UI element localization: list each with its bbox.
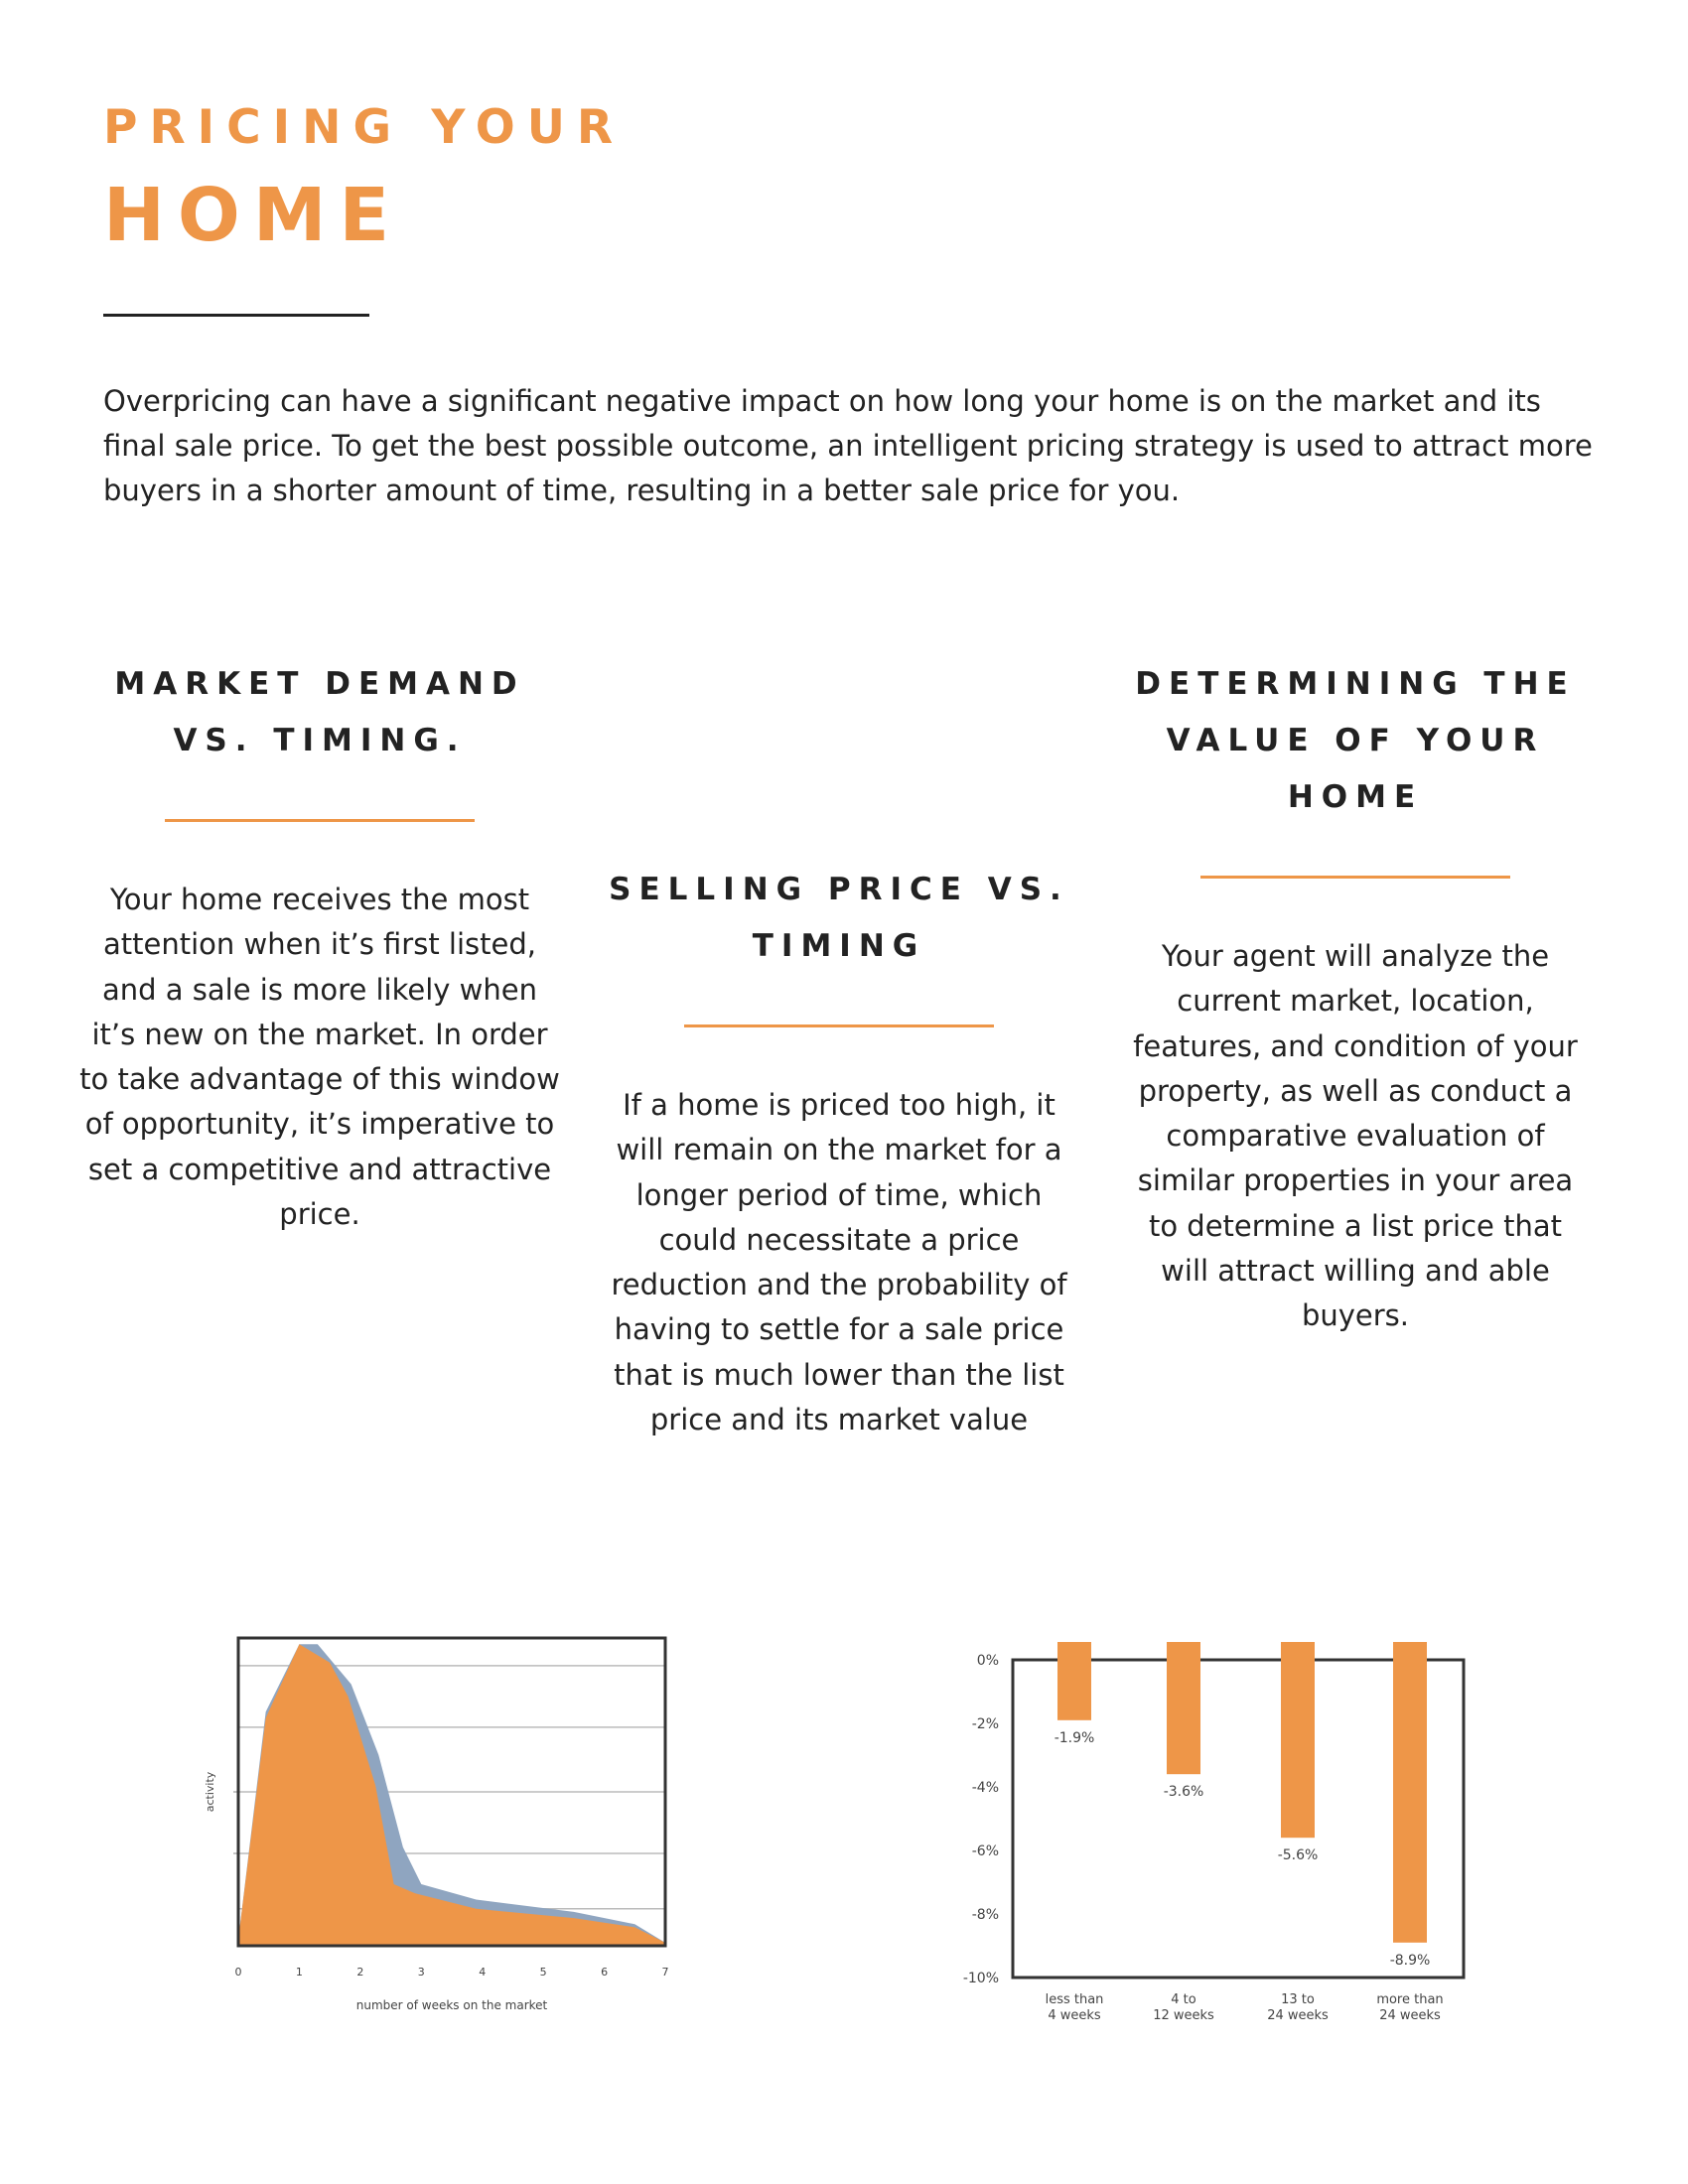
selling-price-section: SELLING PRICE VS. TIMING If a home is pr… xyxy=(596,862,1082,1442)
y-tick-label: -6% xyxy=(972,1843,999,1859)
price-reduction-chart: 0% -2% -4% -6% -8% -10% -1.9% less than 4 weeks -… xyxy=(943,1628,1479,2055)
bar xyxy=(1393,1642,1427,1943)
x-tick-label: 13 to 24 weeks xyxy=(1267,1992,1329,2023)
determining-value-text: Your agent will analyze the current mark… xyxy=(1133,939,1578,1333)
plot-frame xyxy=(1011,1658,1466,1979)
x-tick-label: 3 xyxy=(418,1966,425,1979)
title-divider xyxy=(103,314,369,317)
x-tick-label: less than 4 weeks xyxy=(1046,1992,1104,2023)
x-tick-label: 4 to 12 weeks xyxy=(1153,1992,1214,2023)
price-reduction-chart-svg: 0% -2% -4% -6% -8% -10% -1.9% less than 4 weeks -… xyxy=(963,1642,1466,2023)
y-axis-label: activity xyxy=(204,1771,216,1812)
bar-value-label: -5.6% xyxy=(1278,1847,1319,1863)
plot-frame xyxy=(236,1636,667,1948)
bar xyxy=(1057,1642,1091,1720)
x-tick-label: 7 xyxy=(662,1966,669,1979)
x-tick-label: 2 xyxy=(356,1966,363,1979)
page-title-line2: HOME xyxy=(103,173,403,258)
x-tick-label: 6 xyxy=(601,1966,608,1979)
y-tick-label: -8% xyxy=(972,1907,999,1923)
activity-area-orange xyxy=(238,1644,665,1946)
bar-value-label: -3.6% xyxy=(1164,1784,1204,1800)
x-axis-label: number of weeks on the market xyxy=(356,1998,548,2012)
section-divider xyxy=(165,819,475,822)
x-tick-label: 1 xyxy=(296,1966,303,1979)
x-tick-label: 0 xyxy=(235,1966,242,1979)
x-tick-label: 4 xyxy=(479,1966,486,1979)
page-title-line1: PRICING YOUR xyxy=(103,100,626,155)
intro-paragraph: Overpricing can have a significant negat… xyxy=(103,384,1593,507)
x-tick-label: 5 xyxy=(540,1966,547,1979)
market-demand-text: Your home receives the most attention wh… xyxy=(79,883,560,1232)
selling-price-heading: SELLING PRICE VS. TIMING xyxy=(609,872,1069,964)
activity-chart: 0 1 2 3 4 5 6 7 number of weeks on the market act… xyxy=(189,1628,705,2045)
determining-value-section: DETERMINING THE VALUE OF YOUR HOME Your … xyxy=(1122,656,1589,1339)
determining-value-heading: DETERMINING THE VALUE OF YOUR HOME xyxy=(1135,666,1576,815)
y-tick-label: -2% xyxy=(972,1716,999,1732)
market-demand-heading: MARKET DEMAND VS. TIMING. xyxy=(114,666,525,758)
y-tick-label: 0% xyxy=(977,1653,999,1669)
bar xyxy=(1167,1642,1200,1775)
y-tick-label: -4% xyxy=(972,1780,999,1796)
x-tick-label: more than 24 weeks xyxy=(1376,1992,1443,2023)
section-divider xyxy=(684,1024,994,1027)
bar-value-label: -1.9% xyxy=(1055,1730,1095,1746)
y-tick-label: -10% xyxy=(963,1971,999,1986)
section-divider xyxy=(1200,876,1510,879)
market-demand-section: MARKET DEMAND VS. TIMING. Your home rece… xyxy=(79,656,560,1237)
selling-price-text: If a home is priced too high, it will re… xyxy=(611,1088,1067,1437)
activity-chart-svg: 0 1 2 3 4 5 6 7 number of weeks on the market act… xyxy=(204,1636,669,2012)
bar-value-label: -8.9% xyxy=(1390,1953,1431,1969)
bar xyxy=(1281,1642,1315,1839)
